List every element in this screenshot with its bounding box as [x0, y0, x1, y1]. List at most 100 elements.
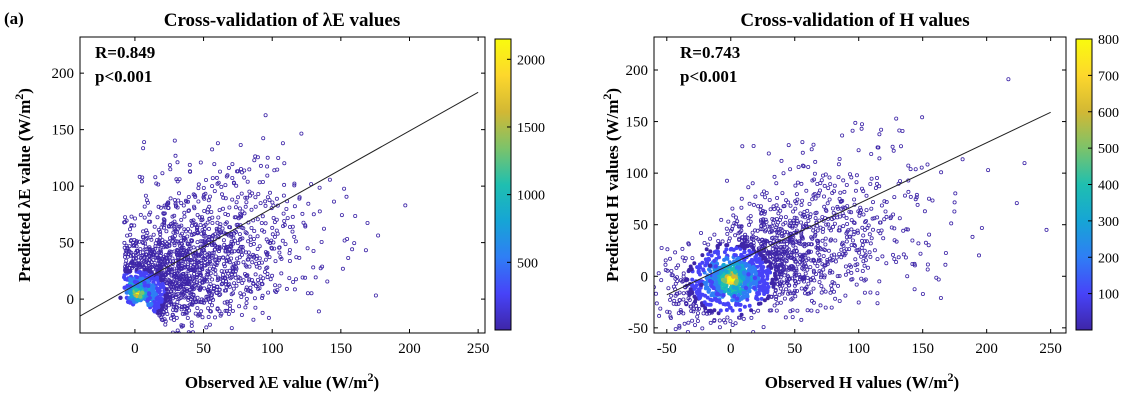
fit-line [79, 91, 479, 317]
scatter-point [159, 250, 164, 255]
scatter-point [844, 182, 849, 187]
scatter-point [761, 223, 766, 228]
scatter-point [179, 201, 184, 206]
scatter-point [702, 280, 707, 285]
scatter-point [665, 247, 670, 252]
scatter-point [904, 227, 909, 232]
scatter-point [265, 195, 270, 200]
scatter-point [747, 222, 752, 227]
scatter-point [817, 257, 822, 262]
scatter-point [260, 281, 265, 286]
scatter-point [746, 272, 751, 277]
scatter-point [759, 210, 764, 215]
scatter-point [678, 308, 683, 313]
scatter-point [155, 295, 160, 300]
scatter-point [760, 247, 765, 252]
scatter-point [231, 181, 236, 186]
scatter-point [201, 233, 206, 238]
scatter-point [784, 287, 789, 292]
scatter-point [270, 273, 275, 278]
scatter-point [234, 266, 239, 271]
scatter-point [684, 302, 689, 307]
scatter-point [803, 291, 808, 296]
scatter-point [199, 258, 204, 263]
scatter-point [739, 205, 744, 210]
scatter-point [777, 271, 782, 276]
scatter-point [258, 201, 263, 206]
scatter-point [190, 260, 195, 265]
x-tick-label: 50 [196, 341, 211, 357]
scatter-point [892, 238, 897, 243]
scatter-point [749, 236, 754, 241]
scatter-point [775, 257, 780, 262]
scatter-point [762, 189, 767, 194]
scatter-point [906, 189, 911, 194]
scatter-point [350, 247, 355, 252]
scatter-point [798, 256, 803, 261]
scatter-point [237, 304, 242, 309]
scatter-point [179, 324, 184, 329]
scatter-point [913, 197, 918, 202]
scatter-point [700, 260, 705, 265]
y-tick-label: -50 [628, 321, 648, 337]
scatter-point [127, 227, 132, 232]
scatter-point [695, 306, 700, 311]
scatter-point [807, 224, 812, 229]
scatter-point [158, 273, 163, 278]
scatter-point [734, 215, 739, 220]
scatter-point [793, 245, 798, 250]
scatter-point [179, 217, 184, 222]
scatter-point [868, 241, 873, 246]
scatter-point [702, 300, 707, 305]
scatter-point [239, 191, 244, 196]
scatter-point [816, 193, 821, 198]
scatter-point [827, 270, 832, 275]
scatter-point [248, 237, 253, 242]
scatter-point [732, 269, 738, 275]
scatter-point [221, 262, 226, 267]
scatter-point [317, 185, 322, 190]
scatter-point [365, 220, 370, 225]
scatter-point [212, 257, 217, 262]
panel-label: (a) [4, 9, 24, 28]
scatter-point [143, 244, 148, 249]
scatter-point [765, 290, 770, 295]
scatter-point [292, 183, 297, 188]
scatter-point [794, 221, 799, 226]
scatter-point [671, 284, 676, 289]
scatter-point [873, 185, 878, 190]
scatter-point [162, 277, 167, 282]
scatter-point [862, 254, 867, 259]
scatter-point [716, 238, 721, 243]
scatter-point [209, 293, 214, 298]
scatter-point [128, 253, 133, 258]
scatter-point [154, 301, 159, 306]
scatter-point [190, 300, 195, 305]
scatter-point [158, 248, 163, 253]
scatter-point [782, 203, 787, 208]
scatter-point [780, 291, 785, 296]
scatter-point [939, 170, 944, 175]
scatter-point [256, 191, 261, 196]
scatter-point [209, 303, 214, 308]
scatter-point [215, 181, 220, 186]
scatter-point [761, 264, 766, 269]
scatter-point [223, 183, 228, 188]
fit-line [666, 111, 1051, 296]
x-tick-label: 250 [467, 341, 490, 357]
scatter-point [654, 291, 659, 296]
scatter-point [882, 199, 887, 204]
scatter-point [168, 299, 173, 304]
scatter-point [742, 282, 747, 287]
scatter-point [269, 246, 274, 251]
scatter-point [233, 275, 238, 280]
scatter-point [206, 306, 211, 311]
scatter-point [183, 229, 188, 234]
scatter-point [143, 259, 148, 264]
scatter-point [869, 236, 874, 241]
scatter-point [141, 241, 146, 246]
scatter-point [313, 275, 318, 280]
scatter-point [769, 224, 774, 229]
scatter-point [174, 292, 179, 297]
scatter-point [952, 209, 957, 214]
